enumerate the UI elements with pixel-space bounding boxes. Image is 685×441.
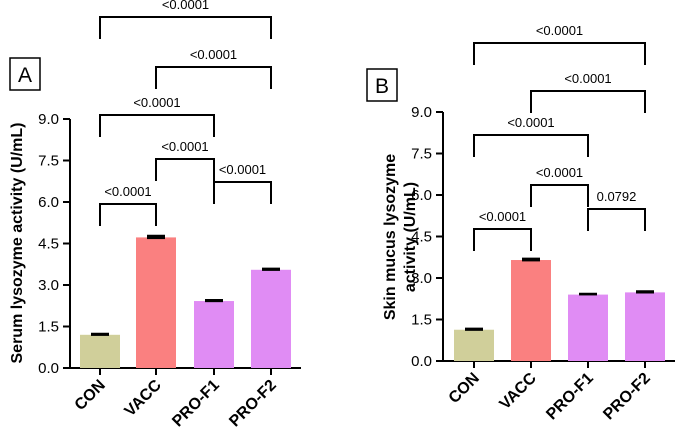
panel-label-box [366,68,398,102]
significance-bracket [155,158,215,181]
y-axis-label: Serum lysozyme activity (U/mL) [9,123,26,364]
bar-vacc [136,237,176,368]
error-bar [262,268,280,271]
significance-bracket [99,16,272,39]
panel-label: A [18,64,32,87]
y-tick-label: 0.0 [38,360,59,377]
significance-bracket [530,184,589,207]
error-bar [636,291,654,294]
y-tick-label: 7.5 [38,153,59,170]
p-value-label: <0.0001 [507,115,554,130]
x-tick-label: CON [446,370,483,407]
panel-label: B [375,75,389,98]
error-bar [522,258,540,262]
bar-vacc [511,260,551,361]
x-tick-label: VACC [122,376,166,420]
y-tick-label: 6.0 [38,194,59,211]
significance-bracket [530,90,646,113]
y-tick-label: 4.5 [411,229,432,246]
significance-bracket [155,66,272,89]
p-value-label: <0.0001 [479,209,526,224]
bar-pro-f1 [194,301,234,368]
significance-bracket [213,181,272,204]
bar-pro-f1 [568,294,608,361]
p-value-label: <0.0001 [162,0,209,12]
x-tick-label: PRO-F1 [169,377,223,431]
p-value-label: <0.0001 [104,184,151,199]
p-value-label: <0.0001 [536,23,583,38]
error-bar [91,333,109,336]
x-tick-label: PRO-F2 [226,377,280,431]
bar-con [454,329,494,361]
significance-bracket [587,208,646,231]
y-tick-label: 6.0 [411,187,432,204]
p-value-label: <0.0001 [564,71,611,86]
y-tick-label: 1.5 [411,312,432,329]
y-tick-label: 3.0 [411,270,432,287]
x-tick-label: PRO-F2 [600,370,654,424]
significance-bracket [473,134,589,157]
chart-panel-a: A 0.0 1.5 3.0 4.5 6.0 7.5 9.0 Serum lysozyme act… [9,0,301,430]
error-bar [205,299,223,303]
y-tick-label: 9.0 [411,104,432,121]
x-tick-label: VACC [497,369,541,413]
significance-bracket [99,203,157,226]
bar-pro-f2 [251,269,291,368]
x-tick-label: PRO-F1 [543,370,597,424]
p-value-label: <0.0001 [161,139,208,154]
error-bar [579,293,597,296]
bar-con [80,334,120,368]
y-axis-label-line: Skin mucus lysozyme [382,154,399,320]
chart-panel-b: B 0.0 1.5 3.0 4.5 6.0 7.5 9.0 Skin mucus lysozym… [366,23,675,424]
significance-bracket [473,228,532,251]
y-tick-label: 9.0 [38,111,59,128]
y-tick-label: 7.5 [411,146,432,163]
p-value-label: <0.0001 [190,47,237,62]
bar-pro-f2 [625,292,665,361]
y-axis-label: Skin mucus lysozyme activity (U/mL) [382,154,419,320]
p-value-label: <0.0001 [219,162,266,177]
p-value-label: <0.0001 [536,165,583,180]
y-axis-label-line: activity (U/mL) [402,182,419,292]
y-tick-label: 1.5 [38,319,59,336]
significance-bracket [473,42,646,65]
y-tick-label: 4.5 [38,236,59,253]
error-bar [465,328,483,331]
p-value-label: <0.0001 [133,95,180,110]
y-tick-label: 3.0 [38,277,59,294]
p-value-label: 0.0792 [597,189,637,204]
panel-label-box [9,57,41,91]
error-bar [147,235,165,240]
x-tick-label: CON [72,377,109,414]
y-tick-label: 0.0 [411,353,432,370]
significance-bracket [99,114,215,137]
